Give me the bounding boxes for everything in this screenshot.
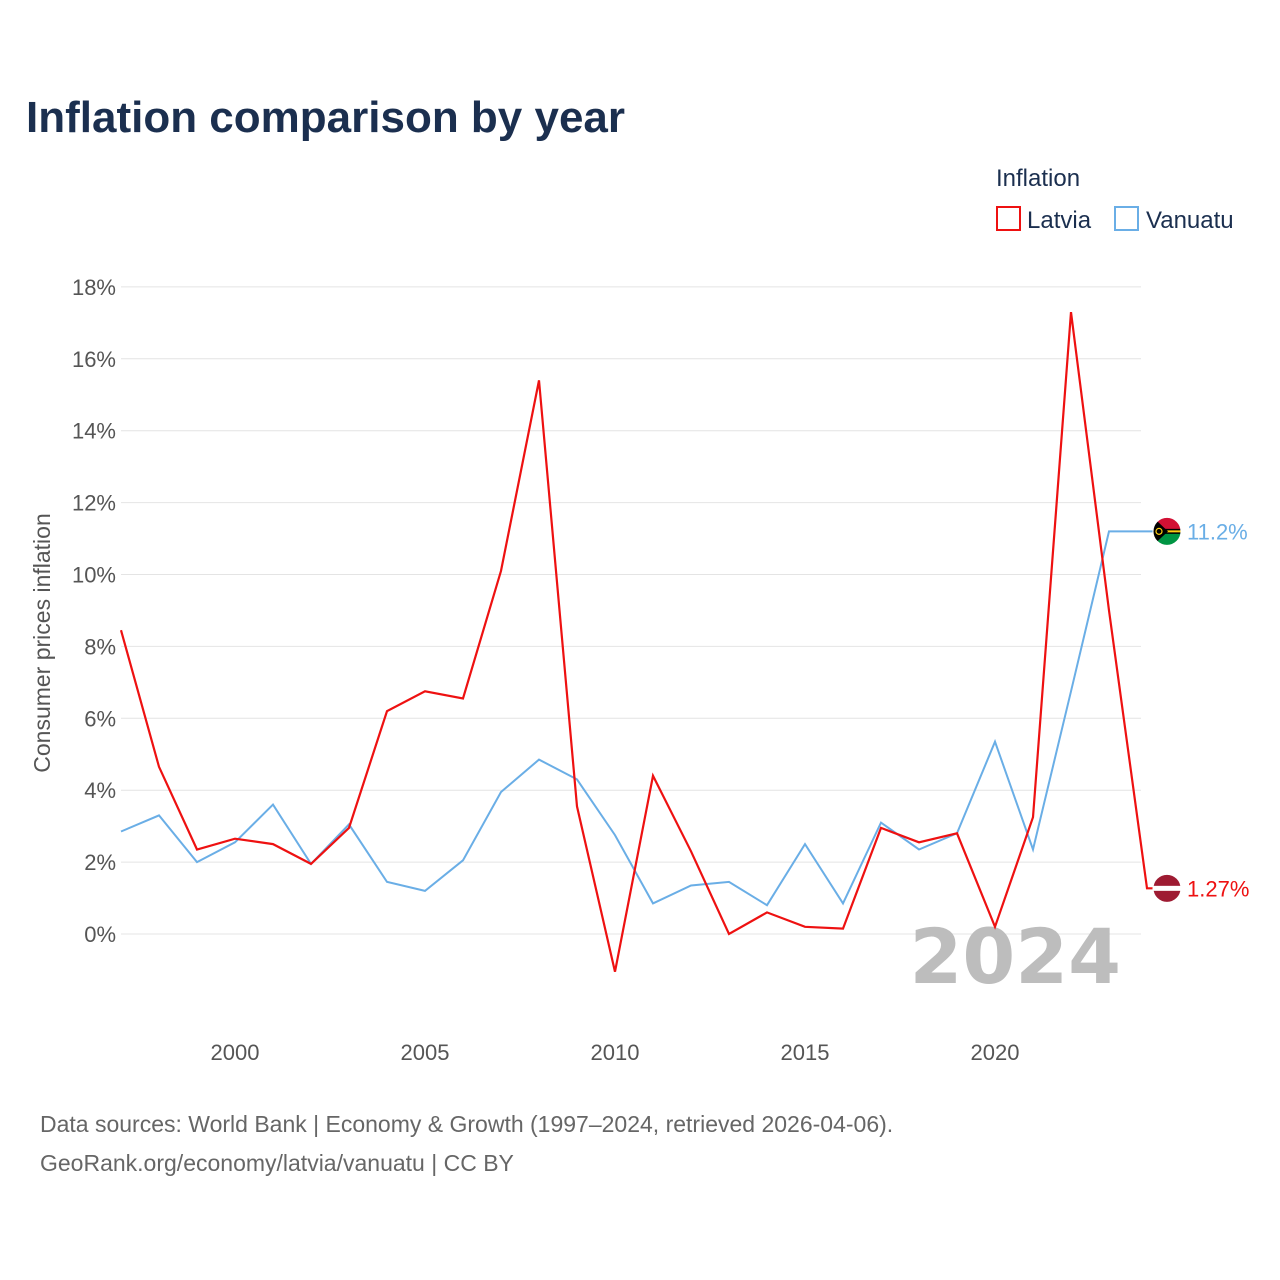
y-tick-label: 6% [84, 706, 116, 731]
legend-swatch-vanuatu [1114, 206, 1139, 231]
end-value-label-vanuatu: 11.2% [1187, 519, 1248, 544]
y-tick-label: 4% [84, 778, 116, 803]
x-tick-label: 2000 [211, 1040, 260, 1065]
end-value-label-latvia: 1.27% [1187, 876, 1249, 901]
y-tick-label: 16% [72, 347, 116, 372]
chart-title: Inflation comparison by year [26, 93, 625, 142]
legend: Inflation Latvia Vanuatu [996, 165, 1234, 234]
y-tick-label: 12% [72, 491, 116, 516]
series-line-vanuatu [120, 530, 1154, 907]
legend-swatch-latvia [996, 206, 1021, 231]
legend-item-latvia[interactable]: Latvia [996, 206, 1092, 234]
x-axis-ticks: 2000 2005 2010 2015 2020 [211, 1040, 1020, 1065]
legend-item-vanuatu[interactable]: Vanuatu [1114, 206, 1234, 234]
y-tick-label: 18% [72, 275, 116, 300]
y-tick-label: 14% [72, 419, 116, 444]
latvia-flag-icon [1152, 873, 1182, 903]
y-tick-label: 0% [84, 922, 116, 947]
series-end-markers: 1.27% 11.2% [1152, 516, 1249, 903]
legend-label-latvia: Latvia [1027, 207, 1092, 234]
x-tick-label: 2005 [401, 1040, 450, 1065]
y-axis-label: Consumer prices inflation [29, 513, 55, 773]
x-tick-label: 2010 [591, 1040, 640, 1065]
y-axis-ticks: 0% 2% 4% 6% 8% 10% 12% 14% 16% 18% [72, 275, 116, 947]
y-tick-label: 2% [84, 850, 116, 875]
legend-label-vanuatu: Vanuatu [1146, 207, 1234, 234]
y-tick-label: 8% [84, 634, 116, 659]
current-year-watermark: 2024 [909, 912, 1121, 1001]
grid [121, 286, 1141, 935]
legend-title: Inflation [996, 165, 1080, 192]
source-line: Data sources: World Bank | Economy & Gro… [40, 1111, 893, 1137]
series-line-latvia [119, 311, 1154, 972]
vanuatu-flag-icon [1152, 516, 1182, 546]
credit-line: GeoRank.org/economy/latvia/vanuatu | CC … [40, 1150, 514, 1176]
x-tick-label: 2015 [781, 1040, 830, 1065]
x-tick-label: 2020 [971, 1040, 1020, 1065]
y-tick-label: 10% [72, 563, 116, 588]
series [119, 311, 1154, 972]
